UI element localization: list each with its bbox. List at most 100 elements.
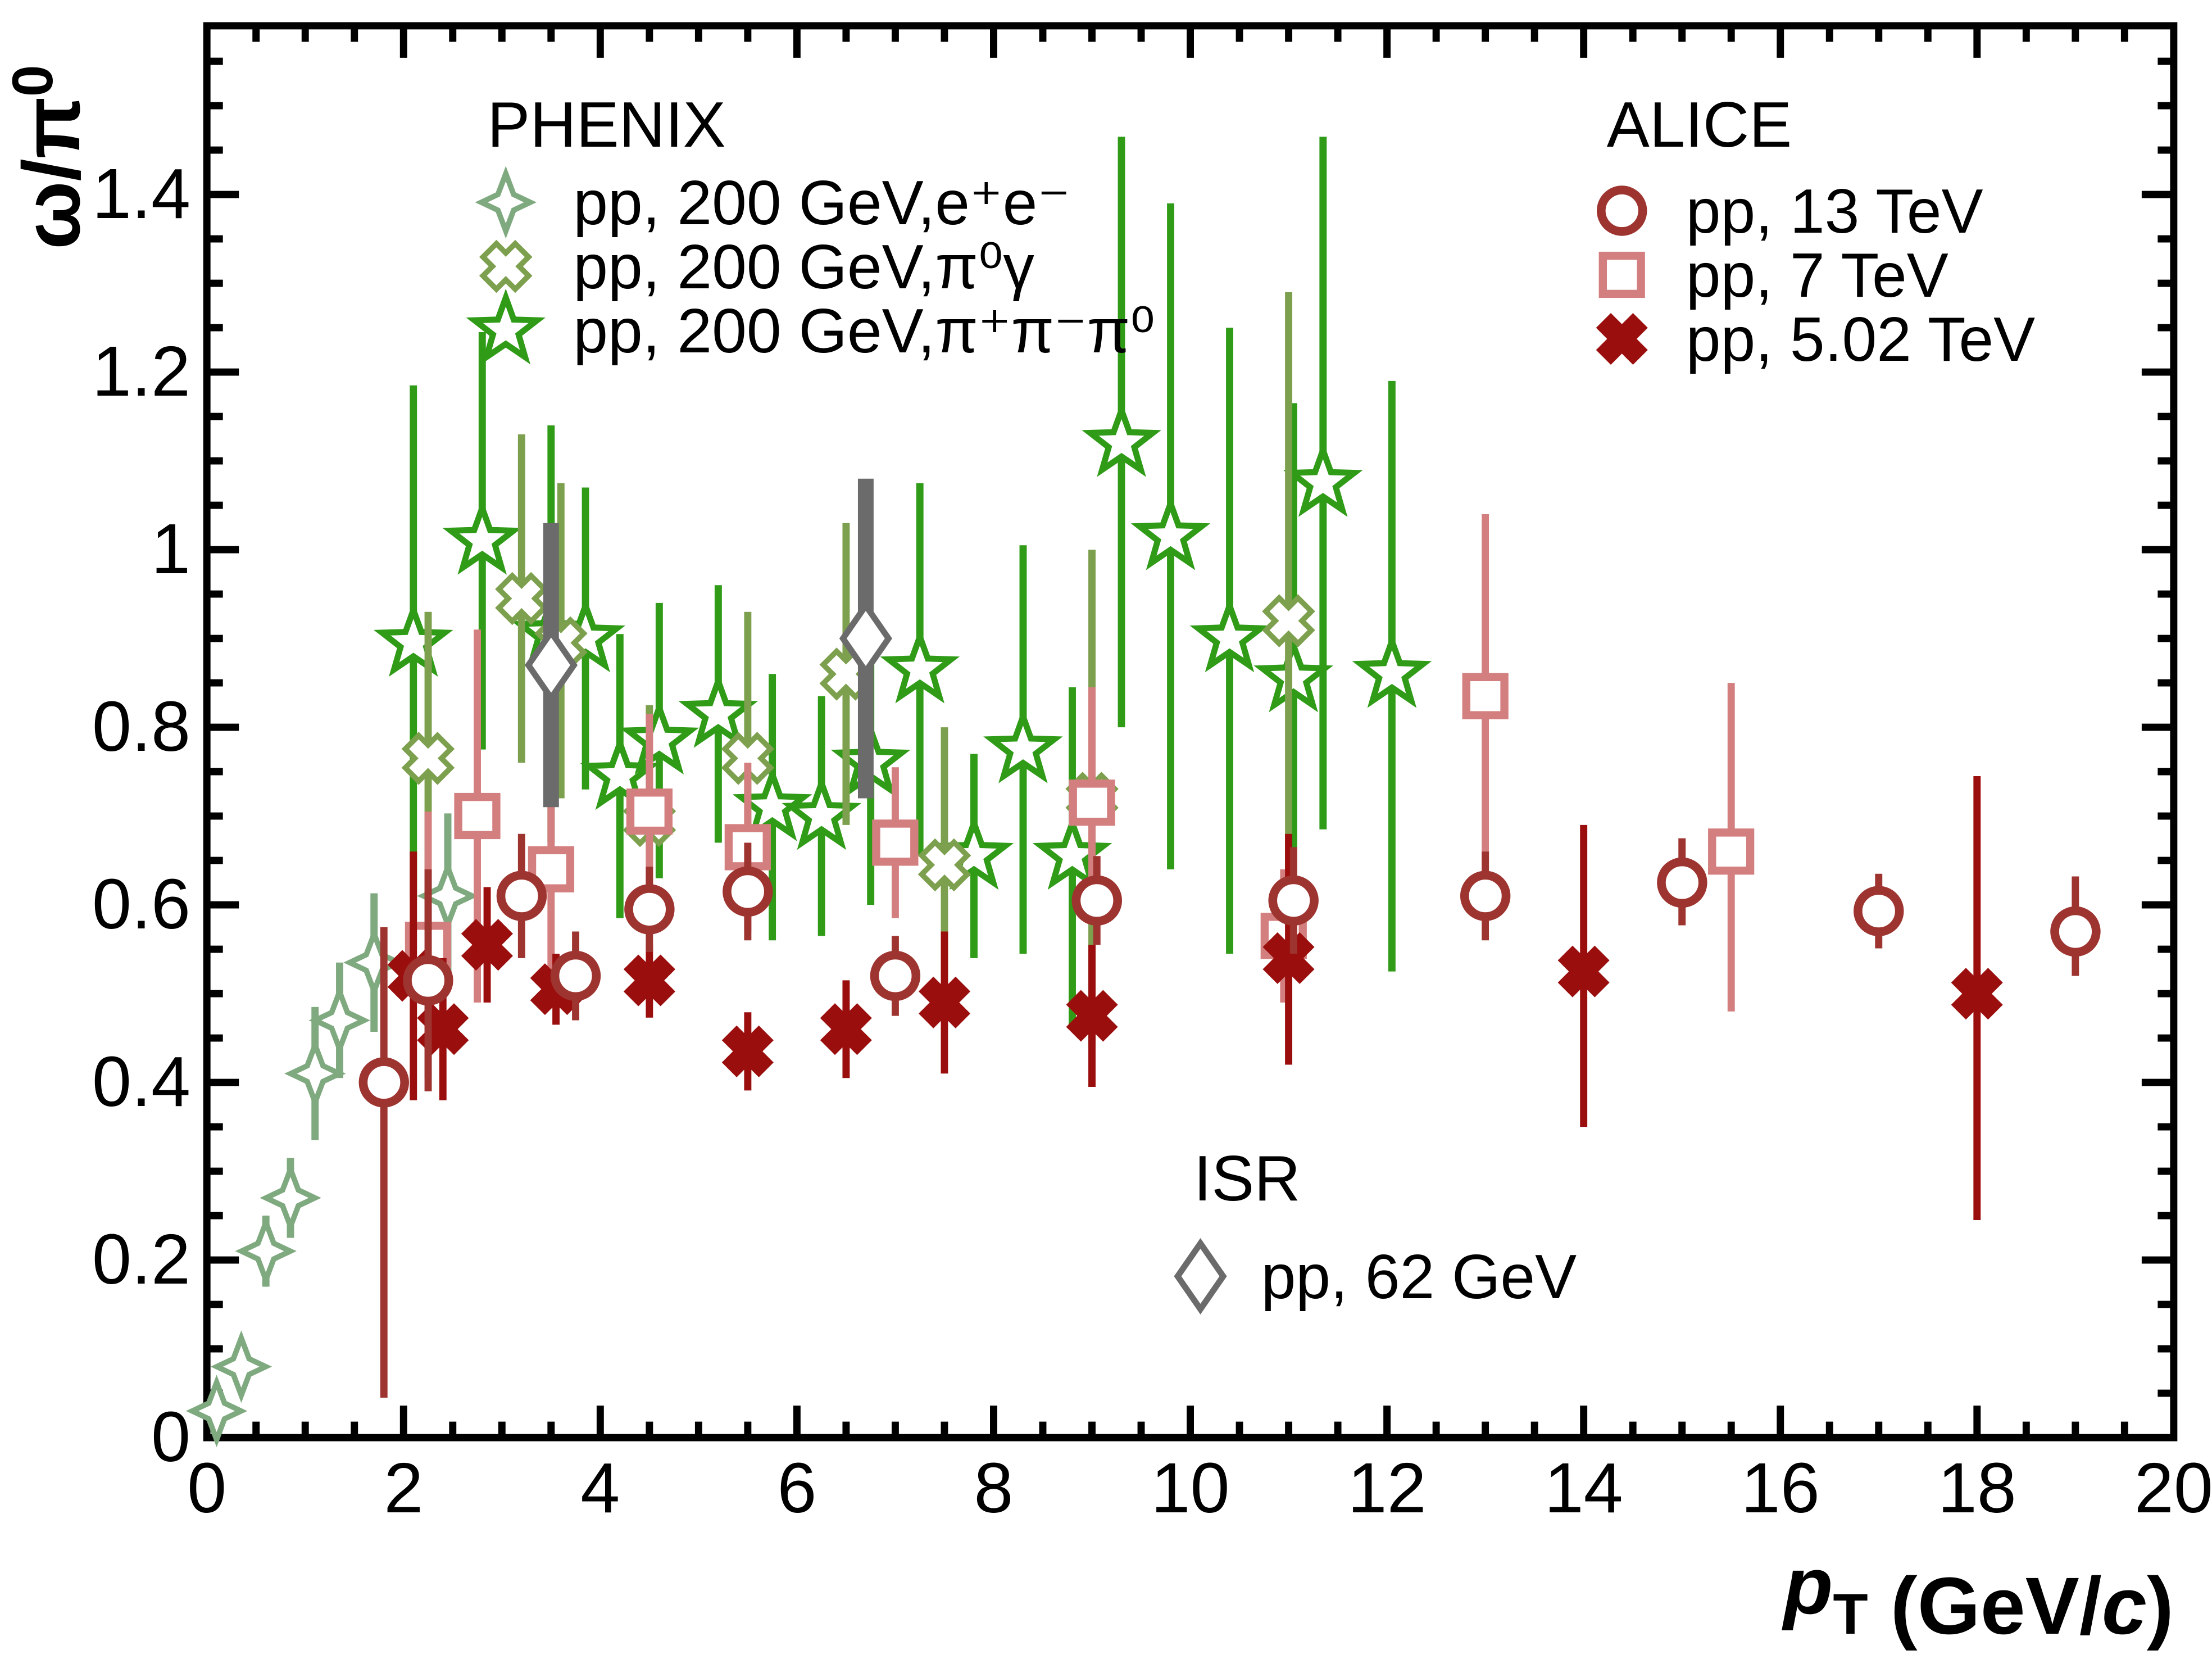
- data-point: [403, 955, 453, 1006]
- data-point: [820, 1003, 872, 1055]
- filled-x-marker: [461, 919, 513, 971]
- open-circle-marker: [1854, 886, 1904, 936]
- legend-marker-alice7: [1598, 251, 1645, 298]
- x-tick-labels: 0 2 4 6 8 10 12 14 16 18 20: [187, 1448, 2212, 1527]
- legend-label-alice13: pp, 13 TeV: [1686, 176, 1983, 246]
- legend-label-phenix_ee: pp, 200 GeV,e⁺e⁻: [573, 168, 1070, 238]
- data-point: [1262, 932, 1315, 984]
- data-point: [1066, 990, 1118, 1042]
- x-tick-label: 2: [384, 1448, 423, 1527]
- legend-marker-phenix_ee: [475, 166, 537, 239]
- y-tick-label: 0.2: [92, 1220, 190, 1299]
- data-point: [626, 788, 673, 835]
- data-point: [1262, 594, 1315, 647]
- legend-title: ISR: [1194, 1143, 1301, 1214]
- legend-isr: ISR pp, 62 GeV: [1174, 1143, 1577, 1314]
- data-point: [284, 1037, 346, 1110]
- data-point: [550, 950, 601, 1001]
- series-phenix_ee: [185, 813, 479, 1448]
- data-point: [1069, 779, 1115, 826]
- open-circle-marker: [1268, 875, 1319, 926]
- open-diamond-marker: [1174, 1238, 1227, 1314]
- filled-x-marker: [1262, 932, 1315, 984]
- data-point: [723, 866, 773, 917]
- x-tick-label: 16: [1741, 1448, 1820, 1527]
- data-point: [1283, 441, 1363, 517]
- series-alice13: [358, 833, 2101, 1398]
- x-tick-label: 0: [187, 1448, 226, 1527]
- open-four-star-marker: [475, 166, 537, 239]
- data-point: [373, 601, 453, 677]
- filled-x-marker: [918, 976, 971, 1028]
- open-star-marker: [1253, 636, 1333, 713]
- data-point: [1189, 596, 1270, 673]
- open-square-marker: [872, 819, 919, 866]
- data-point: [235, 1214, 297, 1288]
- data-point: [1854, 886, 1904, 936]
- data-point: [495, 572, 548, 625]
- open-square-marker: [1708, 828, 1755, 875]
- open-star-marker: [880, 627, 960, 704]
- open-star-marker: [1032, 814, 1112, 890]
- data-point: [619, 699, 700, 775]
- data-point: [210, 1330, 272, 1403]
- y-tick-label: 0.8: [92, 687, 190, 766]
- open-star-marker: [1283, 441, 1363, 517]
- open-x-marker: [495, 572, 548, 625]
- data-point: [917, 838, 971, 892]
- data-point: [872, 819, 919, 866]
- y-tick-label: 0.6: [92, 864, 190, 944]
- data-point: [1253, 636, 1333, 713]
- x-tick-label: 6: [777, 1448, 816, 1527]
- open-square-marker: [454, 792, 501, 840]
- open-circle-marker: [870, 950, 921, 1001]
- y-tick-label: 0: [151, 1397, 190, 1476]
- open-circle-marker: [496, 871, 547, 921]
- data-point: [454, 792, 501, 840]
- open-star-marker: [678, 672, 758, 748]
- data-point: [839, 600, 892, 677]
- y-tick-labels: 0 0.2 0.4 0.6 0.8 1 1.2 1.4: [92, 154, 190, 1476]
- legend-label-phenix_3pi: pp, 200 GeV,π⁺π⁻π⁰: [573, 296, 1155, 366]
- data-point: [1657, 857, 1707, 908]
- y-tick-label: 1.4: [92, 154, 190, 233]
- open-star-marker: [1082, 401, 1161, 477]
- open-circle-marker: [1460, 871, 1511, 921]
- data-point: [496, 871, 547, 921]
- data-point: [1268, 875, 1319, 926]
- open-x-marker: [479, 239, 533, 293]
- data-point: [461, 919, 513, 971]
- open-four-star-marker: [308, 984, 371, 1057]
- data-point: [880, 627, 960, 704]
- x-tick-label: 10: [1151, 1448, 1229, 1527]
- open-circle-marker: [358, 1057, 409, 1108]
- data-point: [918, 976, 971, 1028]
- data-point: [343, 926, 405, 999]
- legend-marker-alice502: [1596, 312, 1648, 365]
- open-star-marker: [1130, 494, 1211, 570]
- open-four-star-marker: [260, 1161, 321, 1235]
- filled-x-marker: [1066, 990, 1118, 1042]
- open-x-marker: [917, 838, 971, 892]
- data-point: [1951, 968, 2003, 1020]
- open-circle-marker: [2050, 906, 2101, 957]
- open-circle-marker: [1071, 875, 1123, 926]
- legend-marker-phenix_pi0g: [479, 239, 533, 293]
- open-star-marker: [373, 601, 453, 677]
- open-star-marker: [466, 288, 546, 365]
- data-point: [1557, 945, 1610, 998]
- axes: [203, 22, 2178, 1442]
- x-tick-label: 20: [2134, 1448, 2212, 1527]
- filled-x-marker: [1557, 945, 1610, 998]
- data-point: [524, 627, 578, 704]
- y-tick-label: 1: [151, 509, 190, 588]
- open-square-marker: [626, 788, 673, 835]
- open-diamond-marker: [839, 600, 892, 677]
- data-point: [1708, 828, 1755, 875]
- open-circle-marker: [624, 884, 675, 935]
- y-axis-title: ω/π0: [1, 65, 97, 250]
- x-tick-label: 8: [974, 1448, 1013, 1527]
- x-tick-label: 18: [1938, 1448, 2016, 1527]
